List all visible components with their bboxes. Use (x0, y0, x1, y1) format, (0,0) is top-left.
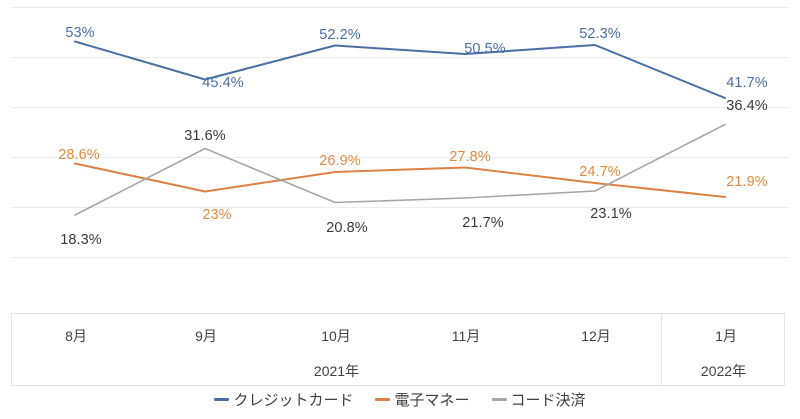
axis-month-cell: 1月 (715, 328, 737, 344)
series-line-0 (74, 40, 726, 99)
data-label: 53% (65, 24, 95, 41)
legend-line-icon (214, 398, 230, 401)
data-label: 52.3% (579, 26, 621, 42)
data-label: 27.8% (449, 148, 491, 165)
axis-month-cell: 11月 (451, 328, 481, 344)
series-line-2 (74, 123, 726, 216)
data-label: 24.7% (579, 164, 621, 180)
axis-category-table: 8月 9月 10月 11月 12月 1月 2021年 2022年 (11, 313, 785, 386)
year-group-divider (661, 314, 662, 385)
gridlines (11, 7, 789, 258)
data-label: 23% (202, 206, 232, 223)
data-label: 23.1% (590, 206, 632, 222)
data-label: 45.4% (202, 74, 244, 91)
data-label: 52.2% (319, 26, 361, 43)
data-label: 20.8% (326, 219, 368, 236)
legend-line-icon (375, 398, 391, 401)
axis-month-cell: 12月 (581, 328, 611, 344)
data-label: 36.4% (726, 97, 768, 114)
axis-year-cell: 2022年 (700, 363, 747, 379)
legend-item-label: 電子マネー (394, 392, 470, 409)
data-label: 31.6% (184, 127, 226, 144)
axis-month-cell: 8月 (65, 328, 87, 344)
series-line-1 (74, 162, 726, 198)
legend-item-label: コード決済 (510, 392, 586, 409)
plot-area: 53% 45.4% 52.2% 50.5% 52.3% 41.7% 28.6% 23% 26.9… (11, 7, 789, 258)
axis-year-cell: 2021年 (313, 363, 360, 379)
legend-line-icon (491, 398, 507, 401)
data-label: 21.9% (726, 174, 768, 190)
plot-svg (11, 7, 789, 258)
axis-month-cell: 9月 (195, 328, 217, 344)
data-label: 18.3% (60, 232, 102, 248)
legend-item[interactable]: コード決済 (491, 389, 586, 410)
axis-month-cell: 10月 (321, 328, 351, 344)
chart-legend: クレジットカード 電子マネー コード決済 (0, 389, 800, 410)
data-label: 21.7% (462, 215, 504, 231)
data-label: 50.5% (464, 41, 506, 57)
data-label: 41.7% (726, 75, 768, 91)
series-lines (74, 40, 726, 216)
legend-item[interactable]: クレジットカード (214, 389, 353, 410)
legend-item-label: クレジットカード (233, 392, 354, 409)
data-label: 28.6% (58, 146, 100, 163)
legend-item[interactable]: 電子マネー (375, 389, 470, 410)
data-label: 26.9% (319, 153, 361, 169)
